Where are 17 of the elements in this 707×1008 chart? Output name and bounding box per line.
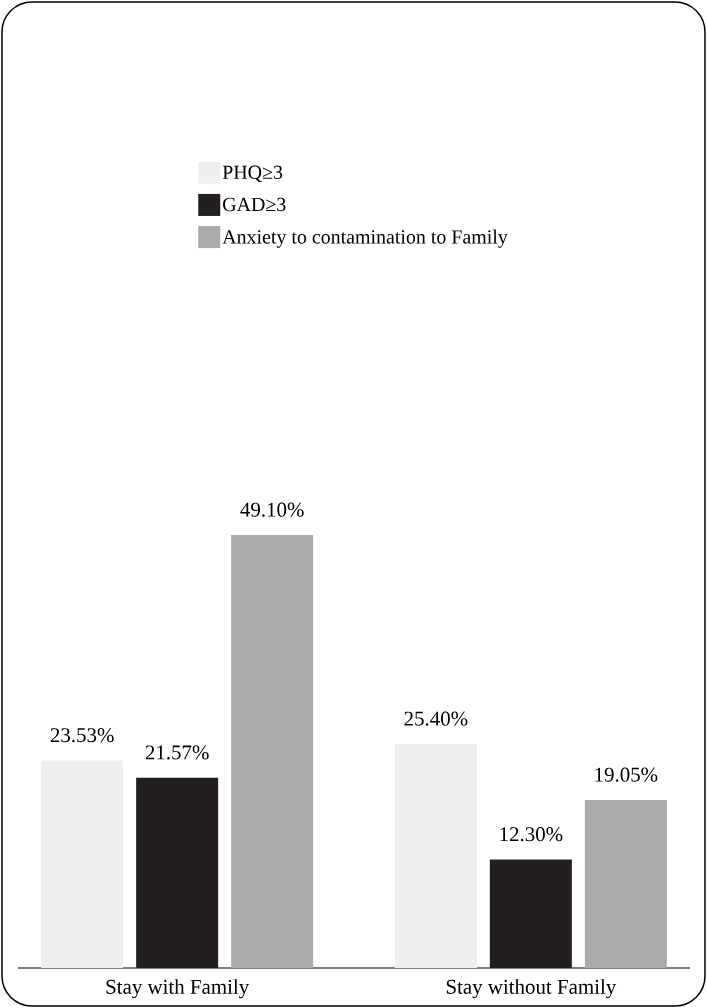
x-tick-label: Stay without Family xyxy=(446,979,617,999)
bar xyxy=(394,744,477,968)
data-label: 23.53% xyxy=(50,728,114,743)
data-label: 25.40% xyxy=(404,711,468,726)
data-label: 19.05% xyxy=(595,767,658,782)
bar xyxy=(231,534,314,968)
legend-label: PHQ≥3 xyxy=(222,165,283,183)
legend-label: Anxiety to contamination to Family xyxy=(222,229,508,248)
data-label: 21.57% xyxy=(145,745,209,760)
data-label: 12.30% xyxy=(500,827,563,842)
data-label: 49.10% xyxy=(240,502,304,517)
bar xyxy=(41,760,124,968)
bar xyxy=(136,777,219,968)
x-tick-label: Stay with Family xyxy=(106,979,250,999)
legend-label: GAD≥3 xyxy=(223,197,286,212)
bar xyxy=(489,859,572,968)
bar xyxy=(584,799,667,968)
